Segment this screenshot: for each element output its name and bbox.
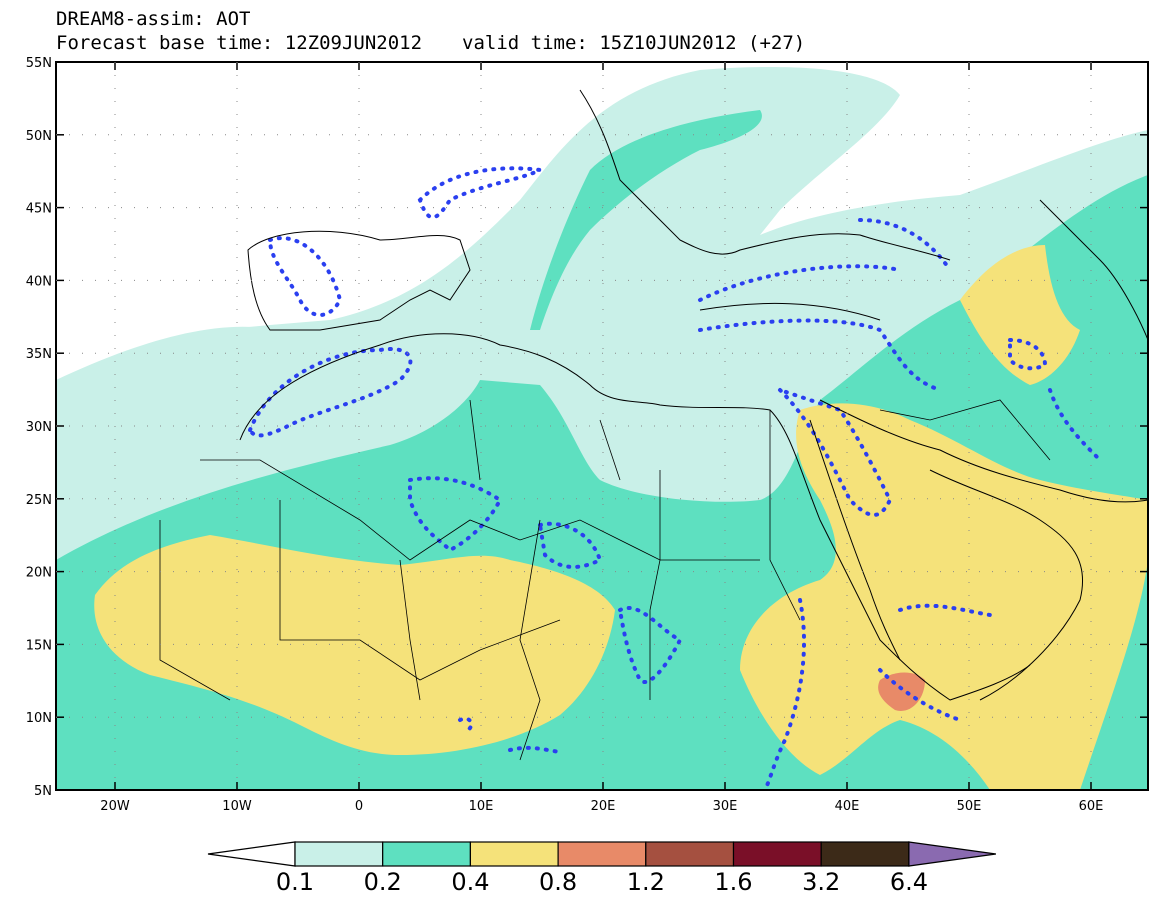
colorbar-swatch bbox=[382, 841, 472, 867]
colorbar-low-arrow bbox=[207, 841, 296, 867]
colorbar-label: 0.4 bbox=[451, 868, 489, 896]
lat-label: 40N bbox=[26, 274, 52, 289]
aot-contour-0.4-east bbox=[740, 403, 1148, 790]
lon-label: 10W bbox=[222, 799, 252, 814]
colorbar-swatch bbox=[732, 841, 822, 867]
lat-label: 50N bbox=[26, 129, 52, 144]
colorbar-high-arrow bbox=[908, 841, 996, 867]
base-time: Forecast base time: 12Z09JUN2012 bbox=[56, 32, 423, 54]
forecast-times: Forecast base time: 12Z09JUN2012 valid ti… bbox=[56, 32, 805, 54]
lat-label: 10N bbox=[26, 711, 52, 726]
colorbar-label: 3.2 bbox=[802, 868, 840, 896]
colorbar-label: 0.1 bbox=[276, 868, 314, 896]
map-title: DREAM8-assim: AOT bbox=[56, 8, 251, 30]
country-borders bbox=[159, 399, 1051, 761]
dotted-contours bbox=[247, 166, 1102, 790]
colorbar-swatch bbox=[645, 841, 735, 867]
colorbar-swatch bbox=[820, 841, 910, 867]
lon-label: 10E bbox=[469, 799, 494, 814]
colorbar-label: 6.4 bbox=[890, 868, 928, 896]
aot-contour-0.4-sahel bbox=[94, 535, 615, 755]
lon-label: 30E bbox=[713, 799, 738, 814]
graticule bbox=[56, 61, 1148, 791]
aot-contour-0.8 bbox=[878, 672, 925, 711]
latitude-labels: 55N 50N 45N 40N 35N 30N 25N 20N 15N 10N 5N bbox=[26, 56, 52, 799]
lon-label: 20W bbox=[100, 799, 130, 814]
colorbar-label: 1.2 bbox=[627, 868, 665, 896]
lon-label: 50E bbox=[957, 799, 982, 814]
lat-label: 20N bbox=[26, 566, 52, 581]
lat-label: 35N bbox=[26, 347, 52, 362]
lon-label: 0 bbox=[355, 799, 363, 814]
colorbar-label: 0.2 bbox=[364, 868, 402, 896]
lat-label: 15N bbox=[26, 638, 52, 653]
longitude-labels: 20W 10W 0 10E 20E 30E 40E 50E 60E bbox=[100, 799, 1103, 814]
lat-label: 5N bbox=[34, 784, 52, 799]
colorbar-swatch bbox=[294, 841, 384, 867]
lat-label: 30N bbox=[26, 420, 52, 435]
colorbar-swatch bbox=[469, 841, 559, 867]
aot-contour-0.2-europe bbox=[530, 110, 762, 330]
lat-label: 25N bbox=[26, 493, 52, 508]
lon-label: 60E bbox=[1079, 799, 1104, 814]
lat-label: 45N bbox=[26, 202, 52, 217]
aot-contour-0.4-iran bbox=[960, 245, 1080, 385]
aot-fields bbox=[56, 67, 1148, 790]
coastlines bbox=[239, 89, 1148, 701]
lon-label: 20E bbox=[591, 799, 616, 814]
colorbar-swatch bbox=[557, 841, 647, 867]
colorbar-label: 0.8 bbox=[539, 868, 577, 896]
valid-time: valid time: 15Z10JUN2012 (+27) bbox=[462, 32, 806, 54]
lon-label: 40E bbox=[835, 799, 860, 814]
colorbar-label: 1.6 bbox=[714, 868, 752, 896]
aot-contour-0.1-sw bbox=[56, 326, 265, 420]
colorbar: 0.1 0.2 0.4 0.8 1.2 1.6 3.2 6.4 bbox=[207, 841, 996, 896]
lat-label: 55N bbox=[26, 56, 52, 71]
